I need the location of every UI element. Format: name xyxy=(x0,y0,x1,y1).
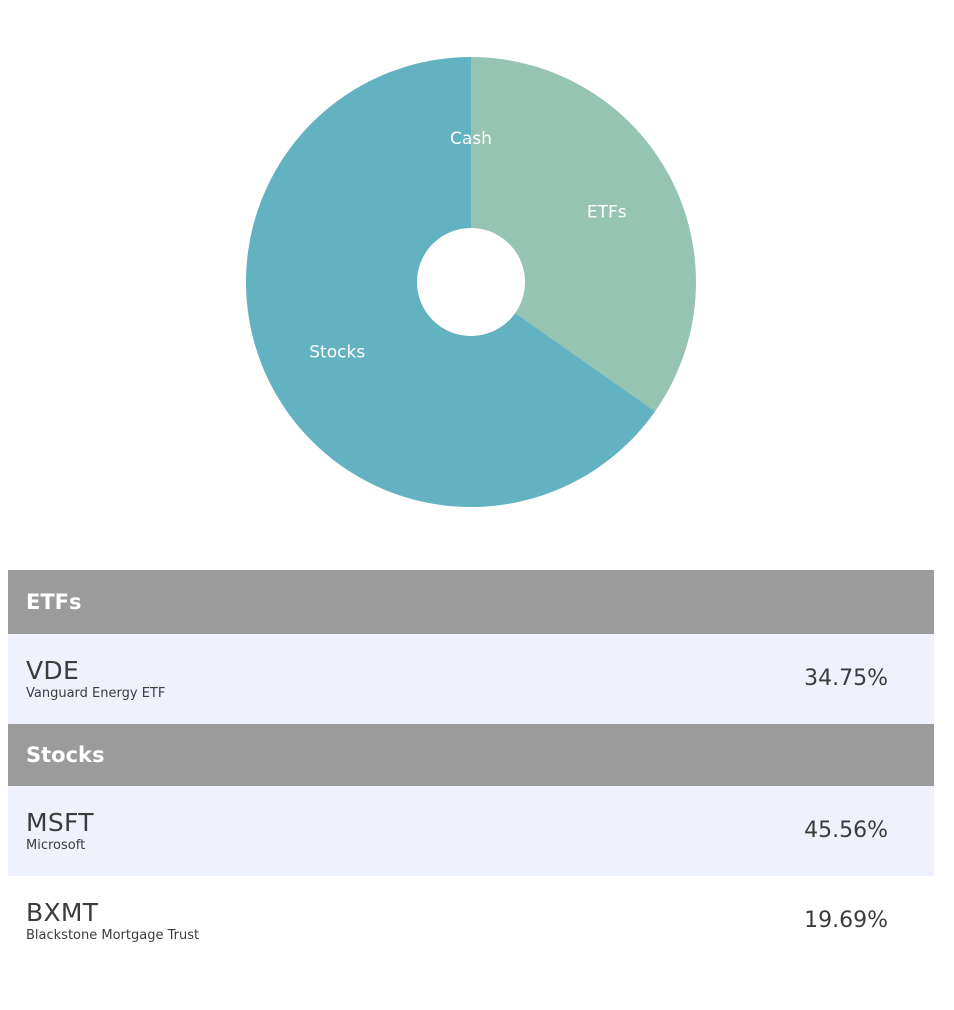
slice-stocks[interactable] xyxy=(245,57,656,507)
allocation-donut-chart: Cash ETFs Stocks xyxy=(245,57,696,507)
holding-row-msft[interactable]: MSFT Microsoft 45.56% xyxy=(8,786,934,876)
holding-name: Vanguard Energy ETF xyxy=(26,686,166,701)
holding-percent: 19.69% xyxy=(804,908,888,933)
holding-row-vde[interactable]: VDE Vanguard Energy ETF 34.75% xyxy=(8,634,934,724)
donut-chart-svg: Cash ETFs Stocks xyxy=(245,57,696,507)
holding-name: Microsoft xyxy=(26,838,86,853)
holdings-table: ETFs VDE Vanguard Energy ETF 34.75% Stoc… xyxy=(8,570,934,966)
holding-percent: 45.56% xyxy=(804,818,888,843)
holding-ticker: MSFT xyxy=(26,808,94,837)
slice-label-etfs: ETFs xyxy=(587,202,627,222)
holding-row-bxmt[interactable]: BXMT Blackstone Mortgage Trust 19.69% xyxy=(8,876,934,966)
slice-label-stocks: Stocks xyxy=(309,342,365,362)
group-header-etfs[interactable]: ETFs xyxy=(8,570,934,634)
holding-ticker: BXMT xyxy=(26,898,99,927)
slice-label-cash: Cash xyxy=(450,129,492,149)
group-header-stocks[interactable]: Stocks xyxy=(8,724,934,786)
holding-name: Blackstone Mortgage Trust xyxy=(26,928,200,943)
holding-percent: 34.75% xyxy=(804,666,888,691)
slice-etfs[interactable] xyxy=(471,57,696,412)
holding-ticker: VDE xyxy=(26,656,80,685)
